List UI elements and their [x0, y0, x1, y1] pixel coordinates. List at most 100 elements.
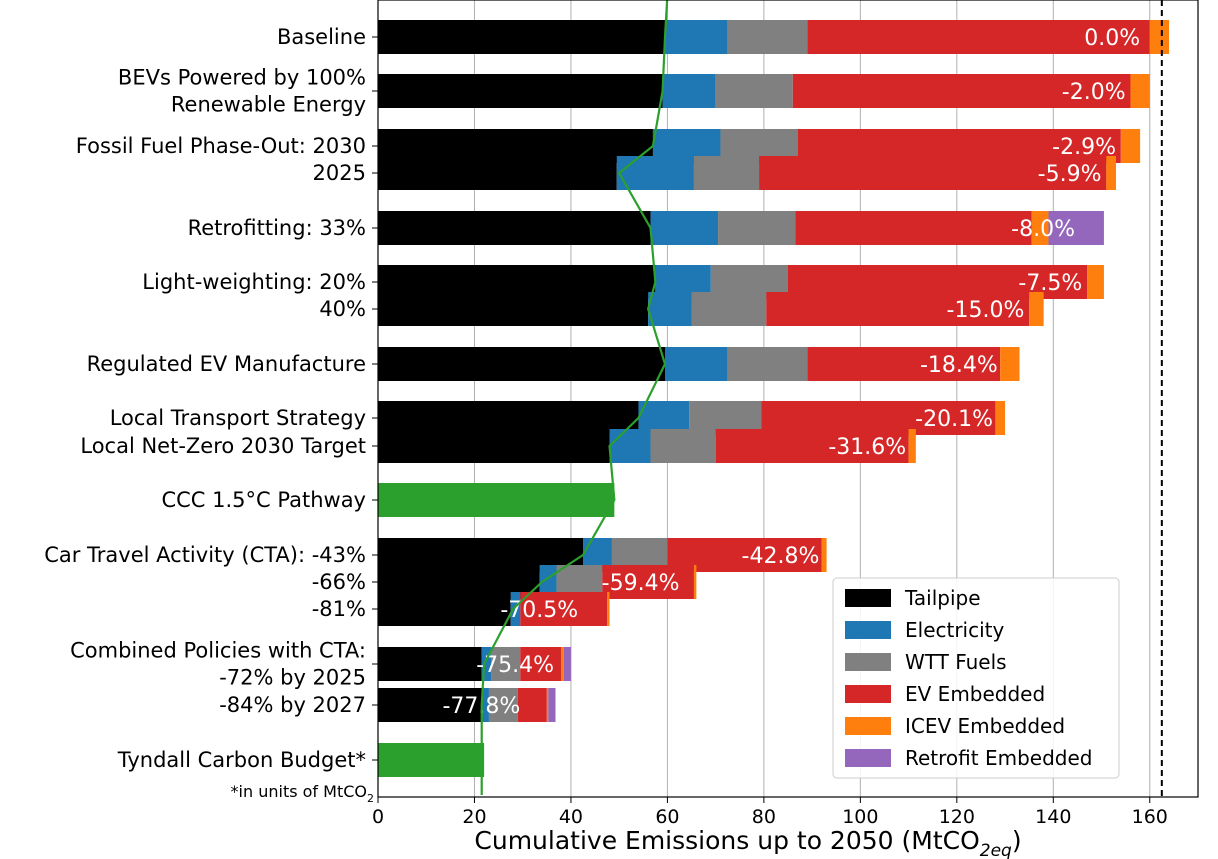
- y-tick-label: Light-weighting: 20%: [142, 270, 366, 294]
- bar-segment: [607, 592, 610, 626]
- bar-segment: [807, 20, 1150, 54]
- bar-segment: [766, 292, 1030, 326]
- footnote: *in units of MtCO2: [231, 782, 374, 805]
- legend-swatch: [845, 653, 891, 671]
- bar-segment: [561, 647, 564, 681]
- bar-segment: [693, 156, 760, 190]
- legend-label: Retrofit Embedded: [905, 746, 1092, 770]
- bar-segment: [378, 429, 610, 463]
- data-label: -18.4%: [920, 353, 998, 378]
- bar-segment: [1106, 156, 1116, 190]
- x-axis-ticks: 0 20 40 60 80 100 120 140 160: [372, 797, 1168, 828]
- data-label: 0.0%: [1084, 26, 1140, 51]
- bar-segment: [908, 429, 916, 463]
- bar-segment: [548, 688, 556, 722]
- y-tick-label: -72% by 2025: [219, 666, 366, 690]
- legend-swatch: [845, 749, 891, 767]
- bar-segment: [1048, 211, 1104, 245]
- y-tick-label: Retrofitting: 33%: [188, 216, 366, 240]
- bar-segment: [481, 688, 489, 722]
- bar-segment: [539, 565, 557, 599]
- bar-segment: [517, 688, 547, 722]
- x-tick-label: 120: [939, 806, 975, 828]
- bar-segment: [491, 647, 521, 681]
- data-label: -20.1%: [915, 407, 993, 432]
- x-tick-label: 0: [372, 806, 384, 828]
- x-tick-label: 60: [655, 806, 679, 828]
- bar-segment: [1000, 347, 1020, 381]
- plot-frame: [377, 0, 1199, 798]
- bar-segment: [616, 156, 694, 190]
- y-tick-label: -66%: [312, 570, 366, 594]
- bar-segment: [648, 292, 692, 326]
- y-tick-label: -81%: [312, 597, 366, 621]
- bar-segment: [378, 688, 482, 722]
- bar-segment: [378, 156, 617, 190]
- data-label: -15.0%: [947, 298, 1025, 323]
- data-labels: 0.0% -2.0% -2.9%-5.9% -8.0% -7.5%-15.0% -18.4…: [442, 26, 1140, 719]
- y-tick-label: Regulated EV Manufacture: [87, 352, 366, 376]
- y-tick-label: Combined Policies with CTA:: [70, 639, 366, 663]
- legend-box: [832, 577, 1120, 779]
- bar-segment: [792, 74, 1131, 108]
- bar-segment: [609, 429, 651, 463]
- data-label: -59.4%: [602, 571, 680, 596]
- y-tick-label: Tyndall Carbon Budget*: [117, 748, 366, 772]
- bar-segment: [995, 401, 1006, 435]
- bar-segment: [1120, 129, 1141, 163]
- x-axis-title: Cumulative Emissions up to 2050 (MtCO2eq…: [474, 826, 1021, 859]
- bar-segment: [510, 592, 521, 626]
- bar-segment: [727, 347, 808, 381]
- bar-segment: [718, 211, 796, 245]
- bar-segment: [715, 429, 909, 463]
- bar-segment: [520, 647, 562, 681]
- bar-segment: [650, 211, 719, 245]
- stacked-bars: [378, 20, 1170, 722]
- budget-bar: [378, 743, 485, 777]
- budget-bars: [378, 483, 615, 777]
- legend-swatch: [845, 685, 891, 703]
- bar-segment: [1149, 20, 1170, 54]
- bar-segment: [693, 565, 697, 599]
- bar-segment: [488, 688, 518, 722]
- legend-swatch: [845, 589, 891, 607]
- x-tick-label: 140: [1035, 806, 1071, 828]
- y-tick-label: BEVs Powered by 100%: [118, 66, 366, 90]
- legend-swatch: [845, 717, 891, 735]
- bar-segment: [1031, 211, 1049, 245]
- x-tick-label: 160: [1132, 806, 1168, 828]
- bar-segment: [546, 688, 549, 722]
- y-tick-label: Renewable Energy: [171, 93, 366, 117]
- bar-segment: [520, 592, 608, 626]
- bar-segment: [563, 647, 571, 681]
- bar-segment: [650, 429, 716, 463]
- bar-segment: [665, 20, 728, 54]
- y-tick-label: Car Travel Activity (CTA): -43%: [44, 543, 366, 567]
- bar-segment: [481, 647, 492, 681]
- data-label: -2.0%: [1062, 80, 1126, 105]
- data-label: -31.6%: [828, 435, 906, 460]
- x-tick-label: 80: [752, 806, 776, 828]
- bar-segment: [795, 211, 1032, 245]
- y-tick-label: -84% by 2027: [219, 693, 366, 717]
- y-tick-label: Fossil Fuel Phase-Out: 2030: [76, 134, 366, 158]
- legend-label: Tailpipe: [904, 586, 981, 610]
- y-tick-label: Baseline: [277, 25, 366, 49]
- data-label: -42.8%: [742, 544, 820, 569]
- data-label: -2.9%: [1052, 135, 1116, 160]
- bar-segment: [602, 565, 694, 599]
- y-tick-label: 40%: [319, 297, 366, 321]
- bar-segment: [378, 647, 482, 681]
- data-label: -75.4%: [476, 653, 554, 678]
- legend-swatch: [845, 621, 891, 639]
- bar-segment: [378, 292, 649, 326]
- bar-segment: [378, 592, 511, 626]
- legend-label: ICEV Embedded: [905, 714, 1065, 738]
- bar-segment: [1029, 292, 1044, 326]
- x-tick-label: 40: [559, 806, 583, 828]
- bar-segment: [691, 292, 767, 326]
- bar-segment: [378, 211, 651, 245]
- bar-segment: [807, 347, 1001, 381]
- bar-segment: [821, 538, 827, 572]
